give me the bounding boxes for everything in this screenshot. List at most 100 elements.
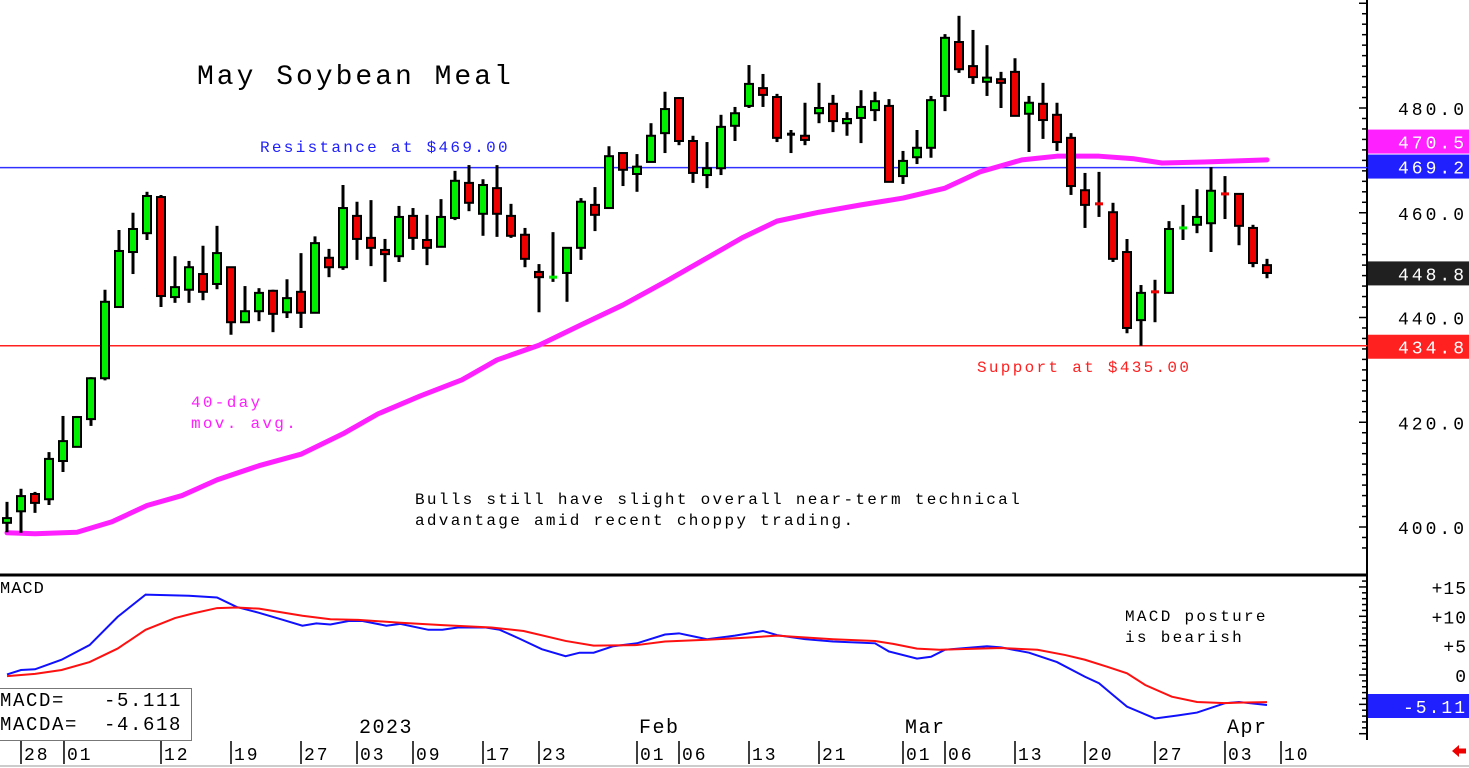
candlestick [1038, 82, 1048, 139]
price-tag [1368, 334, 1469, 359]
candle-body-up [646, 134, 656, 163]
macd-tick-label: 0 [1455, 668, 1467, 688]
candle-body-up [632, 165, 642, 175]
candle-body-up [142, 194, 152, 235]
candlestick [1221, 176, 1229, 220]
candlestick [296, 253, 306, 328]
candlestick [1179, 204, 1187, 240]
candlestick [520, 227, 530, 268]
candle-body-up [982, 76, 992, 83]
candlestick [184, 260, 194, 303]
candle-doji [549, 275, 557, 279]
macd-commentary-line2: is bearish [1125, 629, 1245, 647]
macd-tick-label: +15 [1432, 580, 1467, 600]
candle-body-down [156, 196, 166, 298]
candlestick [1136, 285, 1146, 346]
date-tick-label: 28 [24, 746, 50, 766]
candlestick [436, 199, 446, 248]
macd-legend-box: MACD= -5.111 MACDA= -4.618 [0, 688, 192, 741]
candlestick [940, 34, 950, 112]
candle-body-up [702, 167, 712, 177]
candlestick [1095, 171, 1103, 217]
candlestick [730, 106, 740, 141]
macd-panel-title: MACD [0, 580, 45, 599]
candlestick [842, 112, 852, 136]
candlestick [198, 245, 208, 301]
candle-body-up [436, 215, 446, 248]
date-tick-label: 03 [360, 746, 386, 766]
candle-doji [787, 132, 795, 136]
date-tick-label: 17 [486, 746, 512, 766]
candle-body-down [674, 97, 684, 142]
ma-label-line1: 40-day [191, 394, 263, 412]
candlestick [1206, 167, 1216, 253]
candlestick [758, 73, 768, 107]
macd-commentary: MACD posture is bearish [1125, 607, 1268, 649]
month-label: Apr [1227, 717, 1268, 740]
candlestick [1234, 192, 1244, 246]
candle-body-up [912, 146, 922, 159]
candle-body-down [296, 290, 306, 314]
candle-body-down [618, 152, 628, 171]
month-label: Feb [639, 717, 680, 740]
candle-body-down [996, 78, 1006, 84]
candle-body-up [1206, 189, 1216, 225]
date-tick-label: 12 [164, 746, 190, 766]
candle-body-down [506, 214, 516, 237]
candle-body-down [380, 248, 390, 256]
date-tick-label: 23 [542, 746, 568, 766]
candle-body-up [240, 310, 250, 324]
candle-doji [1179, 226, 1187, 230]
candlestick [1262, 258, 1272, 279]
candlestick [44, 452, 54, 506]
date-tick-label: 20 [1088, 746, 1114, 766]
candlestick [492, 165, 502, 237]
date-tick-label: 10 [1284, 746, 1310, 766]
candle-body-down [772, 96, 782, 139]
candlestick [716, 114, 726, 176]
price-tag [1368, 154, 1469, 179]
moving-average-label: 40-day mov. avg. [191, 393, 298, 435]
candle-body-up [1192, 215, 1202, 226]
candle-body-down [800, 134, 810, 141]
candlestick [254, 288, 264, 322]
candle-body-down [1248, 226, 1258, 265]
candlestick [870, 91, 880, 122]
candle-body-up [310, 242, 320, 314]
candlestick [646, 123, 656, 163]
candle-body-down [1052, 113, 1062, 144]
candlestick [856, 90, 866, 144]
candle-body-down [1262, 264, 1272, 274]
candle-body-down [534, 270, 544, 279]
price-tick-label: 460.0 [1398, 206, 1467, 226]
candlestick [954, 15, 964, 73]
date-tick-label: 06 [948, 746, 974, 766]
candlestick [86, 377, 96, 426]
candlestick [1122, 238, 1132, 334]
candlestick [996, 71, 1006, 108]
candlestick [534, 264, 544, 313]
candlestick [156, 194, 166, 308]
date-tick-label: 09 [416, 746, 442, 766]
candlestick [787, 129, 795, 154]
red-left-arrow-icon[interactable] [1452, 744, 1466, 758]
date-tick-label: 13 [752, 746, 778, 766]
candle-body-down [422, 238, 432, 249]
candlestick [226, 266, 236, 335]
candlestick [604, 146, 614, 210]
month-label: 2023 [359, 717, 413, 740]
candlestick [926, 95, 936, 158]
date-tick-label: 13 [1018, 746, 1044, 766]
candlestick [912, 129, 922, 165]
candle-body-down [1038, 102, 1048, 122]
candlestick [800, 102, 810, 146]
candle-body-down [1108, 211, 1118, 260]
legend-macd-value: MACD= -5.111 [0, 690, 183, 712]
price-tick-label: 420.0 [1398, 415, 1467, 435]
candlestick [30, 491, 40, 513]
candlestick [58, 415, 68, 473]
candlestick [100, 289, 110, 381]
candlestick [1248, 224, 1258, 268]
candle-body-down [352, 214, 362, 240]
